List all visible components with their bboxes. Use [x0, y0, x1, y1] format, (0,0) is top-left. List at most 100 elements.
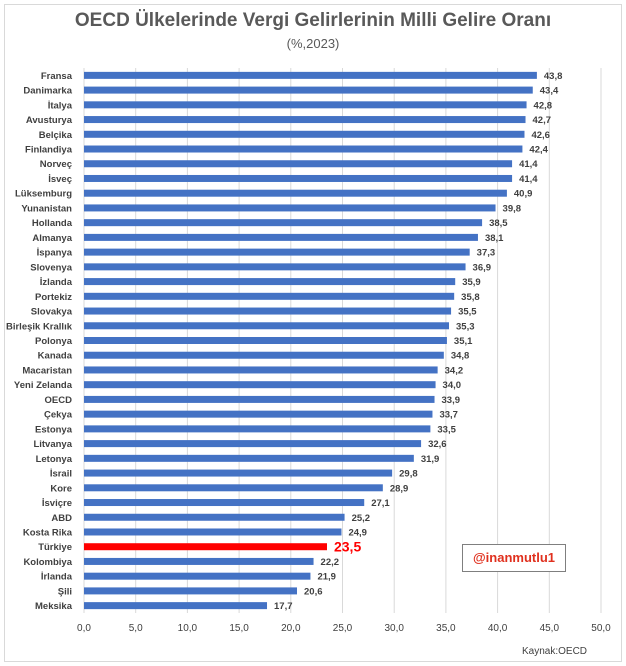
bar [84, 469, 393, 477]
bar [84, 322, 450, 330]
value-label: 41,4 [519, 159, 538, 170]
value-label: 42,6 [531, 130, 550, 141]
bar [84, 395, 435, 403]
category-label: Norveç [40, 159, 72, 170]
value-label: 27,1 [371, 498, 390, 509]
category-label: İsviçre [42, 498, 72, 509]
category-label: İzlanda [40, 277, 73, 288]
bar [84, 499, 365, 507]
x-tick-label: 25,0 [333, 623, 353, 634]
bar [84, 351, 444, 359]
category-label: Avusturya [26, 115, 73, 126]
value-label: 38,5 [489, 218, 508, 229]
x-tick-label: 10,0 [178, 623, 198, 634]
bar [84, 101, 527, 109]
value-label: 38,1 [485, 233, 504, 244]
bar [84, 189, 507, 197]
category-label: Hollanda [32, 218, 73, 229]
bar [84, 381, 436, 389]
value-label: 33,7 [439, 410, 458, 421]
bar [84, 307, 452, 315]
value-label: 36,9 [473, 262, 492, 273]
value-label: 22,2 [321, 557, 340, 568]
value-label: 29,8 [399, 469, 418, 480]
category-label: Yeni Zelanda [14, 380, 73, 391]
bar [84, 71, 537, 79]
value-label: 35,8 [461, 292, 480, 303]
x-tick-label: 50,0 [591, 623, 611, 634]
x-tick-label: 0,0 [77, 623, 91, 634]
category-label: Slovenya [30, 262, 72, 273]
value-label: 34,2 [445, 365, 464, 376]
category-label: Lüksemburg [15, 189, 72, 200]
value-label: 24,9 [348, 527, 367, 538]
value-label: 34,8 [451, 351, 470, 362]
bar [84, 543, 327, 551]
value-label: 28,9 [390, 483, 409, 494]
value-label: 39,8 [503, 203, 521, 214]
category-label: Almanya [32, 233, 72, 244]
category-label: Polonya [35, 336, 73, 347]
bar [84, 440, 422, 448]
value-label: 17,7 [274, 601, 293, 612]
category-label: Estonya [35, 424, 73, 435]
bar [84, 263, 466, 271]
category-label: Portekiz [35, 292, 72, 303]
bar [84, 513, 345, 521]
value-label: 40,9 [514, 189, 533, 200]
bar [84, 278, 456, 286]
category-label: Danimarka [23, 86, 72, 97]
bar [84, 130, 525, 138]
category-label: Fransa [41, 71, 73, 82]
bar [84, 410, 433, 418]
value-label: 23,5 [334, 539, 361, 555]
value-label: 31,9 [421, 454, 440, 465]
x-tick-label: 15,0 [229, 623, 249, 634]
category-label: Kosta Rika [23, 527, 73, 538]
value-label: 42,4 [529, 145, 548, 156]
bar [84, 204, 496, 212]
value-label: 35,5 [458, 307, 477, 318]
bar [84, 86, 533, 94]
category-label: Litvanya [33, 439, 72, 450]
category-label: Kore [50, 483, 72, 494]
category-label: Finlandiya [25, 145, 73, 156]
value-label: 33,5 [437, 424, 456, 435]
bar [84, 587, 298, 595]
bar [84, 454, 414, 462]
category-label: Macaristan [22, 365, 72, 376]
chart-title: OECD Ülkelerinde Vergi Gelirlerinin Mill… [74, 10, 552, 31]
bar [84, 233, 478, 241]
author-handle-box: @inanmutlu1 [462, 544, 566, 572]
value-label: 41,4 [519, 174, 538, 185]
x-tick-label: 35,0 [436, 623, 456, 634]
bar [84, 116, 526, 124]
value-label: 43,8 [544, 71, 563, 82]
category-label: Meksika [35, 601, 73, 612]
value-label: 33,9 [442, 395, 461, 406]
category-label: Birleşik Krallık [6, 321, 73, 332]
x-tick-label: 40,0 [488, 623, 508, 634]
bar [84, 484, 383, 492]
value-label: 42,8 [534, 100, 553, 111]
category-label: Çekya [44, 410, 73, 421]
category-label: Belçika [39, 130, 73, 141]
bar [84, 528, 342, 536]
x-tick-label: 45,0 [540, 623, 560, 634]
value-label: 25,2 [352, 513, 371, 524]
category-label: İsrail [50, 469, 72, 480]
value-label: 34,0 [443, 380, 462, 391]
value-label: 32,6 [428, 439, 447, 450]
bar [84, 602, 268, 610]
value-label: 42,7 [533, 115, 552, 126]
category-label: İsveç [48, 174, 72, 185]
category-label: OECD [45, 395, 73, 406]
bar [84, 572, 311, 580]
x-tick-label: 30,0 [384, 623, 404, 634]
bar [84, 366, 438, 374]
category-label: Letonya [36, 454, 73, 465]
value-label: 20,6 [304, 586, 323, 597]
value-label: 43,4 [540, 86, 559, 97]
category-label: Türkiye [38, 542, 72, 553]
